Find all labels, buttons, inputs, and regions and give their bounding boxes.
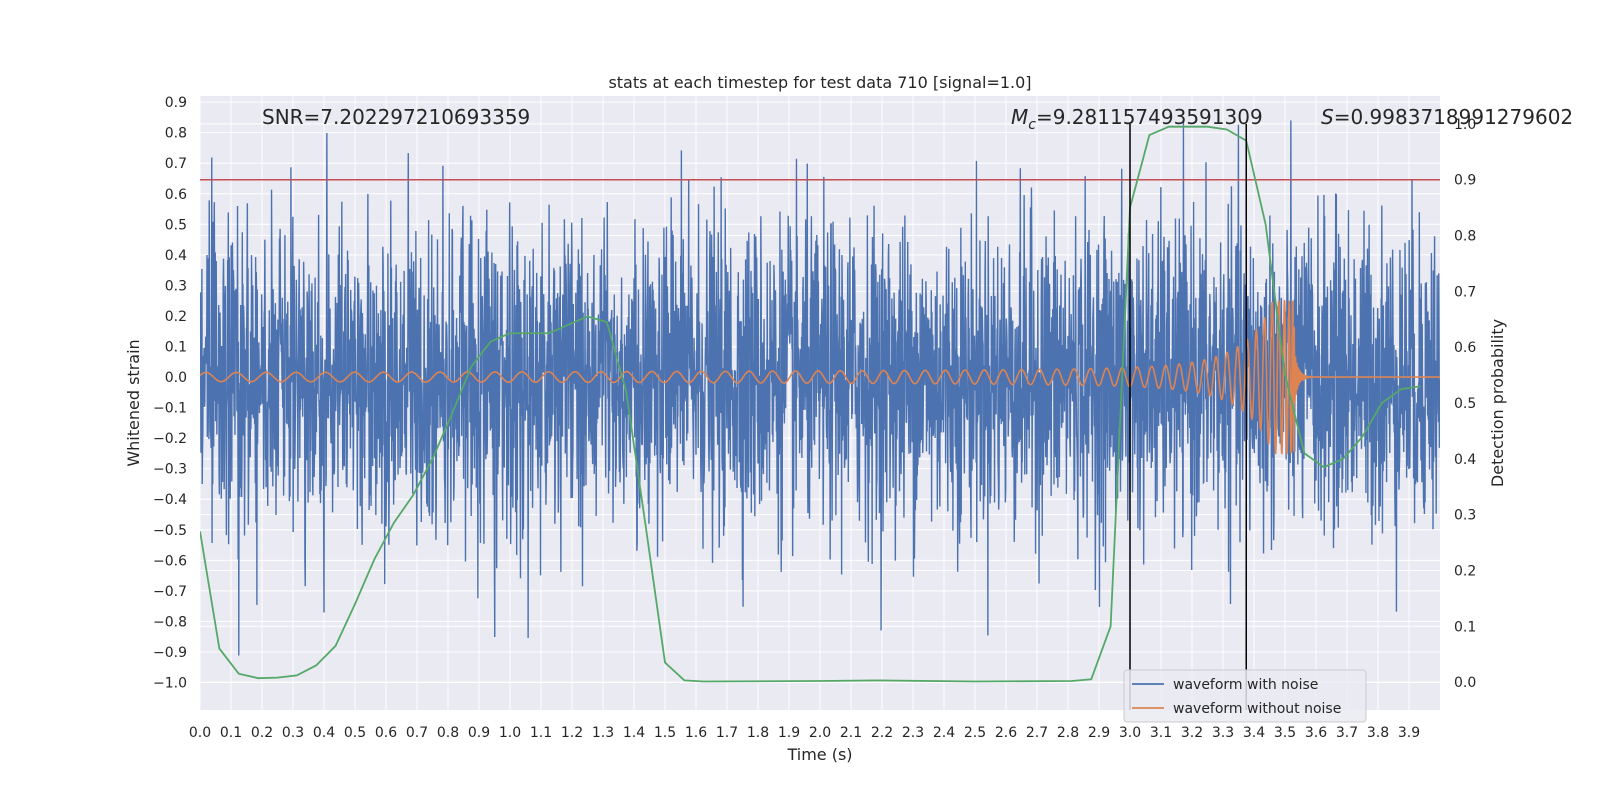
x-tick-label: 1.9 xyxy=(778,725,800,741)
y-tick-label: 0.3 xyxy=(165,278,187,294)
significance-symbol: S xyxy=(1321,105,1334,129)
x-tick-label: 3.8 xyxy=(1367,725,1389,741)
x-tick-label: 1.5 xyxy=(654,725,676,741)
y-tick-label: 0.0 xyxy=(165,370,187,386)
x-tick-label: 0.6 xyxy=(375,725,397,741)
y-tick-label: −0.7 xyxy=(153,584,187,600)
x-tick-label: 2.6 xyxy=(995,725,1017,741)
x-tick-label: 2.4 xyxy=(933,725,955,741)
x-tick-label: 3.5 xyxy=(1274,725,1296,741)
y-axis-ticks: 0.9 0.8 0.7 0.6 0.5 0.4 0.3 0.2 0.1 0.0 −0.1 −0.2 −0… xyxy=(153,95,187,691)
x-tick-label: 2.7 xyxy=(1026,725,1048,741)
x-tick-label: 0.9 xyxy=(468,725,490,741)
y-tick-label: −0.9 xyxy=(153,645,187,661)
y2-tick-label: 0.6 xyxy=(1454,340,1476,356)
x-tick-label: 2.9 xyxy=(1088,725,1110,741)
chart-title: stats at each timestep for test data 710… xyxy=(608,73,1031,92)
x-tick-label: 0.4 xyxy=(313,725,335,741)
significance-annotation: S=0.9983718991279602 xyxy=(1321,105,1573,129)
x-tick-label: 0.5 xyxy=(344,725,366,741)
y2-tick-label: 0.1 xyxy=(1454,619,1476,635)
x-tick-label: 3.2 xyxy=(1181,725,1203,741)
y2-tick-label: 0.0 xyxy=(1454,675,1476,691)
y2-tick-label: 0.7 xyxy=(1454,284,1476,300)
x-axis-label: Time (s) xyxy=(786,745,852,764)
x-tick-label: 1.3 xyxy=(592,725,614,741)
y2-tick-label: 0.4 xyxy=(1454,452,1476,468)
y-tick-label: −0.8 xyxy=(153,614,187,630)
y-tick-label: 0.1 xyxy=(165,339,187,355)
x-tick-label: 3.4 xyxy=(1243,725,1265,741)
y2-axis-ticks: 1.0 0.9 0.8 0.7 0.6 0.5 0.4 0.3 0.2 0.1 0.0 xyxy=(1454,117,1476,691)
y2-tick-label: 0.5 xyxy=(1454,396,1476,412)
y-tick-label: −0.2 xyxy=(153,431,187,447)
x-tick-label: 1.7 xyxy=(716,725,738,741)
x-tick-label: 2.2 xyxy=(871,725,893,741)
x-tick-label: 2.8 xyxy=(1057,725,1079,741)
x-axis-ticks: 0.0 0.1 0.2 0.3 0.4 0.5 0.6 0.7 0.8 0.9 1.0 1.1 1.2 1… xyxy=(189,725,1420,741)
detection-probability-line xyxy=(200,125,1421,683)
y-tick-label: 0.2 xyxy=(165,309,187,325)
y2-tick-label: 0.2 xyxy=(1454,563,1476,579)
legend-box xyxy=(1123,669,1367,723)
y-tick-label: 0.8 xyxy=(165,126,187,142)
x-tick-label: 0.2 xyxy=(251,725,273,741)
y-axis-label: Whitened strain xyxy=(124,339,143,466)
legend: waveform with noise waveform without noi… xyxy=(1123,669,1367,723)
x-tick-label: 1.8 xyxy=(747,725,769,741)
chirp-mass-subscript: c xyxy=(1028,117,1036,133)
y2-tick-label: 0.9 xyxy=(1454,173,1476,189)
y-tick-label: 0.9 xyxy=(165,95,187,111)
legend-label-noise: waveform with noise xyxy=(1173,677,1318,693)
significance-value: =0.9983718991279602 xyxy=(1334,105,1573,129)
y2-axis-label: Detection probability xyxy=(1488,319,1507,487)
x-tick-label: 0.7 xyxy=(406,725,428,741)
x-tick-label: 2.1 xyxy=(840,725,862,741)
y-tick-label: −0.4 xyxy=(153,492,187,508)
x-tick-label: 2.0 xyxy=(809,725,831,741)
y-tick-label: −0.5 xyxy=(153,523,187,539)
x-tick-label: 0.3 xyxy=(282,725,304,741)
y-tick-label: −0.3 xyxy=(153,462,187,478)
y2-tick-label: 1.0 xyxy=(1454,117,1476,133)
waveform-without-noise-line xyxy=(200,299,1440,456)
y2-tick-label: 0.8 xyxy=(1454,229,1476,245)
x-tick-label: 0.1 xyxy=(220,725,242,741)
legend-label-clean: waveform without noise xyxy=(1173,701,1341,717)
y-tick-label: 0.5 xyxy=(165,217,187,233)
y-tick-label: −1.0 xyxy=(153,676,187,692)
y-tick-label: 0.6 xyxy=(165,187,187,203)
x-tick-label: 3.6 xyxy=(1305,725,1327,741)
x-tick-label: 3.3 xyxy=(1212,725,1234,741)
x-tick-label: 1.0 xyxy=(499,725,521,741)
waveform-with-noise-line xyxy=(200,120,1440,656)
x-tick-label: 2.3 xyxy=(902,725,924,741)
chirp-mass-annotation: Mc=9.281157493591309 xyxy=(1011,105,1263,133)
y-tick-label: −0.6 xyxy=(153,553,187,569)
y-tick-label: 0.4 xyxy=(165,248,187,264)
y2-tick-label: 0.3 xyxy=(1454,508,1476,524)
x-tick-label: 3.0 xyxy=(1119,725,1141,741)
chirp-mass-symbol: M xyxy=(1011,105,1028,129)
x-tick-label: 1.4 xyxy=(623,725,645,741)
y-tick-label: −0.1 xyxy=(153,401,187,417)
x-tick-label: 3.9 xyxy=(1398,725,1420,741)
snr-annotation: SNR=7.202297210693359 xyxy=(262,105,530,129)
x-tick-label: 0.8 xyxy=(437,725,459,741)
x-tick-label: 1.6 xyxy=(685,725,707,741)
x-tick-label: 1.2 xyxy=(561,725,583,741)
x-tick-label: 3.7 xyxy=(1336,725,1358,741)
x-tick-label: 2.5 xyxy=(964,725,986,741)
x-tick-label: 0.0 xyxy=(189,725,211,741)
chirp-mass-value: =9.281157493591309 xyxy=(1036,105,1263,129)
y-tick-label: 0.7 xyxy=(165,156,187,172)
x-tick-label: 1.1 xyxy=(530,725,552,741)
x-tick-label: 3.1 xyxy=(1150,725,1172,741)
